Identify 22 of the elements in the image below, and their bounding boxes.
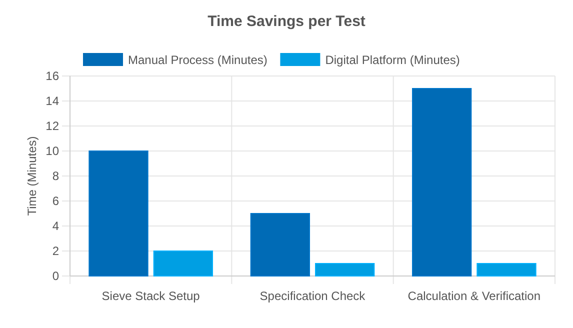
x-tick-label: Sieve Stack Setup bbox=[102, 289, 200, 303]
y-tick-label: 8 bbox=[52, 169, 60, 183]
bar bbox=[412, 88, 472, 276]
y-tick-label: 0 bbox=[52, 269, 60, 283]
x-tick-label: Specification Check bbox=[260, 289, 366, 303]
y-axis-title: Time (Minutes) bbox=[25, 136, 39, 216]
y-tick-label: 14 bbox=[46, 94, 60, 108]
bar bbox=[315, 263, 375, 276]
y-tick-label: 10 bbox=[46, 144, 60, 158]
bar bbox=[250, 213, 310, 276]
y-tick-label: 4 bbox=[52, 219, 60, 233]
bar bbox=[476, 263, 536, 276]
legend-label: Manual Process (Minutes) bbox=[128, 53, 268, 67]
y-tick-label: 2 bbox=[52, 244, 60, 258]
x-tick-label: Calculation & Verification bbox=[408, 289, 541, 303]
y-tick-label: 12 bbox=[46, 119, 60, 133]
y-tick-label: 16 bbox=[46, 69, 60, 83]
y-tick-label: 6 bbox=[52, 194, 60, 208]
bar bbox=[88, 150, 148, 276]
legend-label: Digital Platform (Minutes) bbox=[325, 53, 460, 67]
chart-title: Time Savings per Test bbox=[208, 13, 366, 30]
bar bbox=[153, 250, 213, 276]
